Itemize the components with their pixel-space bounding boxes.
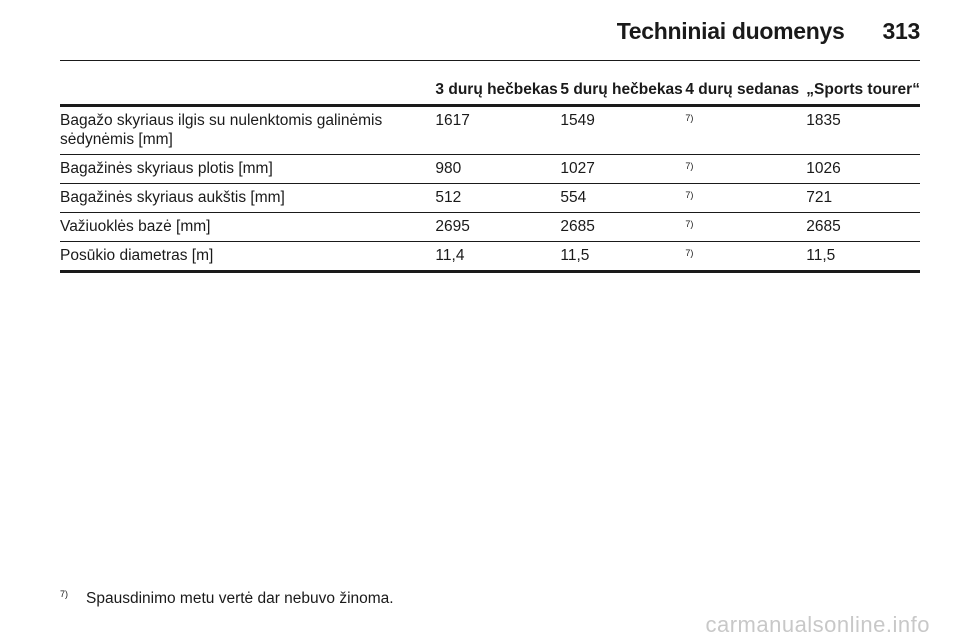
row-label: Bagažinės skyriaus aukštis [mm]: [60, 183, 436, 213]
cell-value: 980: [435, 154, 561, 184]
cell-value: 11,4: [435, 241, 561, 273]
row-label: Bagažo skyriaus ilgis su nulenktomis gal…: [60, 105, 436, 155]
footnote-ref: 7): [685, 248, 694, 258]
spec-table: 3 durų hečbekas 5 durų hečbekas 4 durų s…: [60, 78, 920, 273]
cell-footnote-ref: 7): [685, 183, 807, 213]
watermark: carmanualsonline.info: [705, 612, 930, 637]
page-number: 313: [882, 18, 921, 44]
cell-value: 721: [806, 183, 920, 213]
cell-value: 2685: [806, 212, 920, 242]
column-header-3door-hatchback: 3 durų hečbekas: [435, 78, 561, 107]
cell-value: 1026: [806, 154, 920, 184]
cell-footnote-ref: 7): [685, 105, 807, 155]
cell-value: 1549: [560, 105, 686, 155]
cell-value: 2685: [560, 212, 686, 242]
table-row: Bagažinės skyriaus aukštis [mm] 512 554 …: [60, 183, 920, 213]
cell-value: 2695: [435, 212, 561, 242]
column-header-4door-sedan: 4 durų sedanas: [685, 78, 807, 107]
row-label: Posūkio diametras [m]: [60, 241, 436, 273]
cell-value: 554: [560, 183, 686, 213]
table-row: Bagažo skyriaus ilgis su nulenktomis gal…: [60, 105, 920, 155]
footnote-ref: 7): [685, 113, 694, 123]
footnote-ref: 7): [685, 161, 694, 171]
footnote-ref: 7): [685, 190, 694, 200]
table-row: Važiuoklės bazė [mm] 2695 2685 7) 2685: [60, 212, 920, 242]
footnote-text: Spausdinimo metu vertė dar nebuvo žinoma…: [86, 590, 394, 607]
footnote-ref: 7): [685, 219, 694, 229]
page-header: Techniniai duomenys 313: [616, 18, 921, 45]
page-title: Techniniai duomenys: [616, 18, 845, 44]
table-row: Bagažinės skyriaus plotis [mm] 980 1027 …: [60, 154, 920, 184]
cell-footnote-ref: 7): [685, 212, 807, 242]
table-row: Posūkio diametras [m] 11,4 11,5 7) 11,5: [60, 241, 920, 273]
cell-value: 1835: [806, 105, 920, 155]
row-label: Važiuoklės bazė [mm]: [60, 212, 436, 242]
table-header-row: 3 durų hečbekas 5 durų hečbekas 4 durų s…: [60, 78, 920, 107]
column-header-label: [60, 78, 436, 107]
cell-value: 11,5: [560, 241, 686, 273]
cell-value: 512: [435, 183, 561, 213]
cell-value: 1027: [560, 154, 686, 184]
cell-footnote-ref: 7): [685, 241, 807, 273]
cell-value: 11,5: [806, 241, 920, 273]
footnote: 7) Spausdinimo metu vertė dar nebuvo žin…: [60, 589, 394, 608]
footnote-mark: 7): [60, 589, 69, 599]
cell-value: 1617: [435, 105, 561, 155]
column-header-sports-tourer: „Sports tourer“: [806, 78, 920, 107]
header-rule: [60, 60, 920, 61]
column-header-5door-hatchback: 5 durų hečbekas: [560, 78, 686, 107]
cell-footnote-ref: 7): [685, 154, 807, 184]
row-label: Bagažinės skyriaus plotis [mm]: [60, 154, 436, 184]
